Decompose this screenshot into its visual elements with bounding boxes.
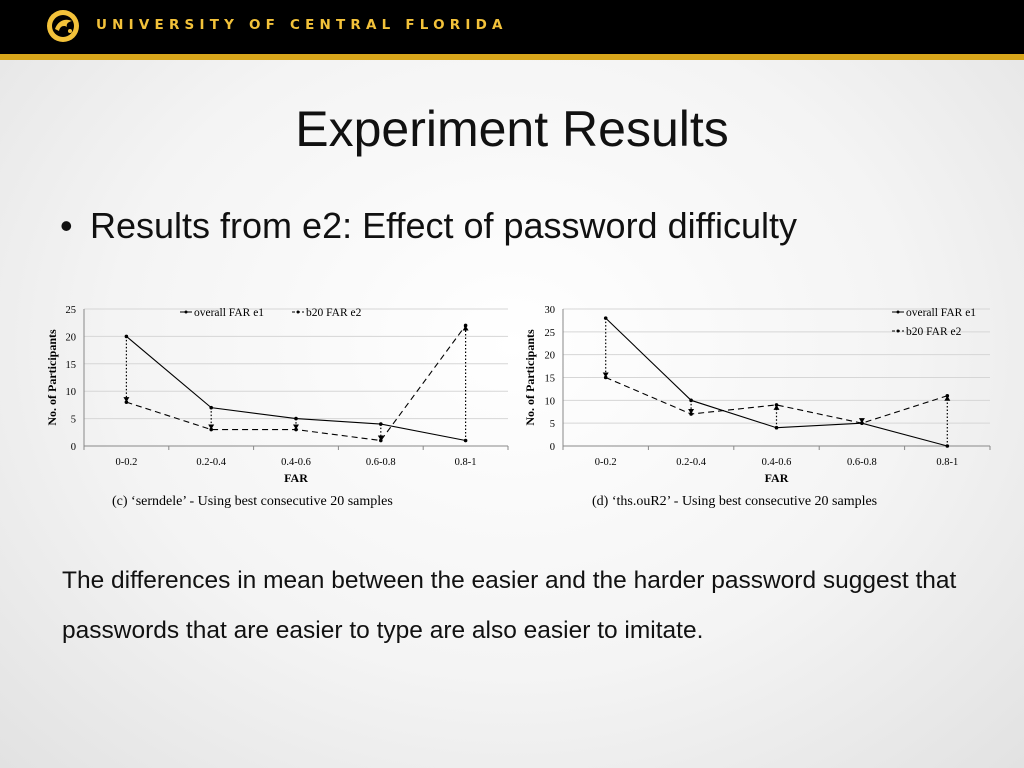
y-tick-label: 15 (66, 360, 77, 371)
difference-arrowhead (123, 397, 130, 403)
y-tick-label: 10 (66, 387, 77, 398)
y-tick-label: 25 (66, 305, 77, 316)
data-point (209, 405, 213, 410)
legend-label: overall FAR e1 (194, 307, 264, 319)
data-point (463, 323, 468, 328)
data-point (294, 427, 298, 432)
x-tick-label: 0.6-0.8 (366, 457, 396, 468)
y-tick-label: 5 (550, 419, 555, 430)
y-axis-title: No. of Participants (523, 329, 537, 426)
difference-arrowhead (602, 372, 609, 378)
bullet-icon: • (60, 205, 73, 246)
data-point (603, 375, 608, 380)
legend-label: b20 FAR e2 (906, 326, 962, 338)
x-tick-label: 0-0.2 (115, 457, 137, 468)
x-tick-label: 0.2-0.4 (196, 457, 226, 468)
y-tick-label: 25 (545, 328, 556, 339)
data-point (774, 425, 779, 430)
line-chart-svg: 0 5 10 15 20 25 0-0.2 0.2-0.4 0.4-0.6 0.6-0.8 0.8-… (45, 305, 509, 485)
legend-marker (184, 310, 188, 314)
header-bar: UNIVERSITY OF CENTRAL FLORIDA (0, 0, 1024, 54)
x-tick-label: 0.4-0.6 (281, 457, 311, 468)
legend-label: b20 FAR e2 (306, 307, 362, 319)
legend-marker (896, 310, 900, 314)
data-point (945, 444, 950, 448)
bullet-point: • Results from e2: Effect of password dif… (60, 205, 797, 247)
difference-arrowhead (208, 424, 215, 430)
data-point (689, 412, 693, 416)
x-tick-label: 0.8-1 (455, 457, 477, 468)
data-point (945, 393, 950, 398)
slide-title: Experiment Results (295, 101, 729, 157)
bullet-text: Results from e2: Effect of password diff… (90, 205, 797, 246)
university-name: UNIVERSITY OF CENTRAL FLORIDA (96, 17, 508, 33)
y-tick-label: 0 (550, 442, 555, 453)
y-tick-label: 0 (71, 442, 76, 453)
series-line (605, 376, 948, 424)
chart-caption-c: (c) ‘serndele’ - Using best consecutive … (112, 494, 393, 509)
conclusion-text: The differences in mean between the easi… (62, 567, 957, 644)
y-tick-label: 15 (545, 374, 556, 385)
difference-arrowhead (377, 435, 384, 441)
y-tick-label: 20 (545, 351, 556, 362)
difference-arrowhead (462, 325, 469, 331)
data-point (124, 334, 129, 339)
data-point (124, 400, 129, 404)
data-point (774, 403, 779, 407)
data-point (603, 316, 608, 320)
legend-label: overall FAR e1 (906, 307, 976, 319)
x-axis-title: FAR (765, 471, 789, 485)
difference-arrowhead (944, 395, 951, 401)
legend-marker (296, 310, 300, 314)
x-tick-label: 0.4-0.6 (762, 457, 792, 468)
chart-serndele: 0 5 10 15 20 25 0-0.2 0.2-0.4 0.4-0.6 0.6-0.8 0.8-… (44, 296, 514, 526)
data-point (379, 438, 383, 443)
x-tick-label: 0.6-0.8 (847, 457, 877, 468)
gold-divider (0, 54, 1024, 60)
data-point (860, 421, 864, 425)
data-point (689, 398, 693, 403)
line-chart-svg: 0 5 10 15 20 25 30 0-0.2 0.2-0.4 0.4-0.6 0.6-0.8 0.… (523, 305, 991, 485)
y-tick-label: 20 (66, 332, 77, 343)
x-tick-label: 0-0.2 (595, 457, 617, 468)
difference-arrowhead (858, 418, 865, 424)
x-tick-label: 0.8-1 (936, 457, 958, 468)
y-tick-label: 10 (545, 396, 556, 407)
x-tick-label: 0.2-0.4 (676, 457, 706, 468)
difference-arrowhead (773, 404, 780, 410)
data-point (379, 422, 383, 426)
data-point (294, 416, 298, 421)
ucf-pegasus-logo-icon (47, 10, 79, 42)
chart-thsour2: 0 5 10 15 20 25 30 0-0.2 0.2-0.4 0.4-0.6 0.6-0.8 0.… (522, 296, 998, 526)
legend-marker (896, 329, 900, 333)
difference-arrowhead (293, 424, 299, 430)
y-tick-label: 30 (545, 305, 556, 316)
data-point (209, 427, 213, 432)
difference-arrowhead (688, 409, 695, 415)
y-axis-title: No. of Participants (45, 329, 59, 426)
y-tick-label: 5 (71, 415, 76, 426)
x-axis-title: FAR (284, 471, 308, 485)
chart-caption-d: (d) ‘ths.ouR2’ - Using best consecutive … (592, 494, 878, 509)
data-point (463, 438, 468, 443)
